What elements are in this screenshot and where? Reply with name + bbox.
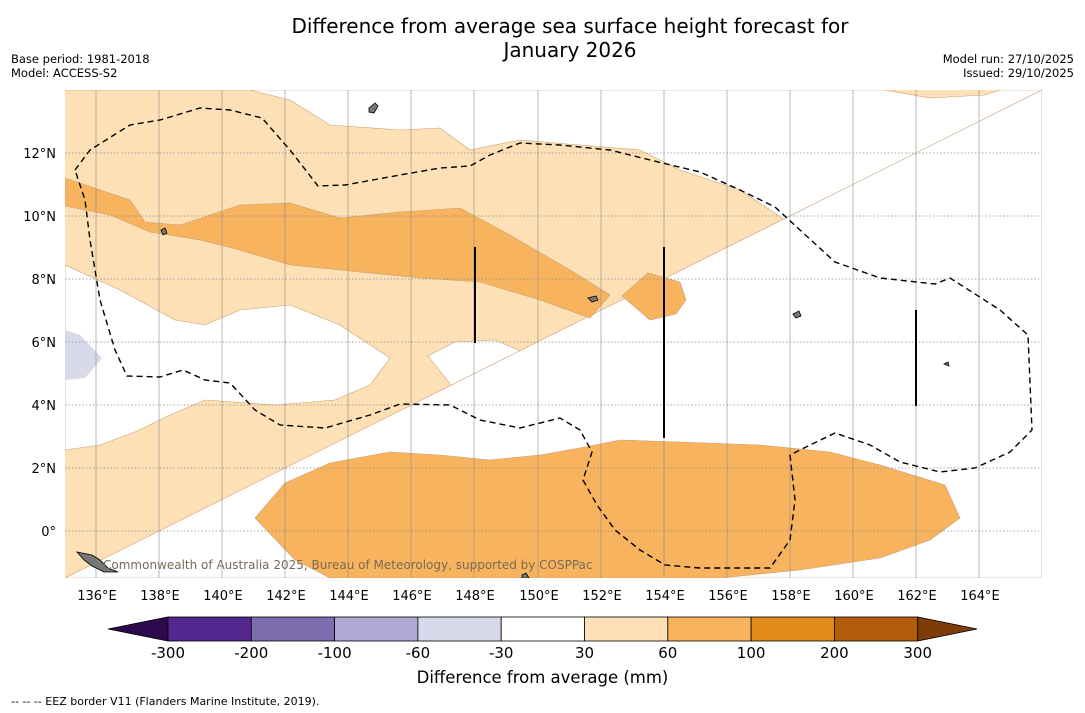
colorbar-over-arrow — [917, 616, 978, 642]
chart-title: Difference from average sea surface heig… — [230, 14, 910, 62]
latitude-labels: 12°N 10°N 8°N 6°N 4°N 2°N 0° — [23, 147, 56, 540]
colorbar — [107, 616, 978, 642]
colorbar-tick-label: -300 — [150, 644, 186, 662]
island-manus — [521, 572, 530, 578]
anomaly-negative-patch — [65, 330, 102, 380]
colorbar-tick-label: -100 — [317, 644, 352, 662]
colorbar-title: Difference from average (mm) — [416, 668, 669, 687]
lon-label: 152°E — [582, 589, 622, 604]
lon-label: 160°E — [834, 589, 874, 604]
islands — [75, 102, 950, 578]
map-area — [65, 90, 1042, 578]
run-info: Model run: 27/10/2025 Issued: 29/10/2025 — [943, 52, 1074, 80]
anomaly-60-100-north-band — [65, 177, 611, 319]
lon-label: 136°E — [77, 589, 117, 604]
model-info: Base period: 1981-2018 Model: ACCESS-S2 — [11, 52, 150, 80]
title-line-1: Difference from average sea surface heig… — [291, 14, 849, 38]
colorbar-tick-label: 200 — [820, 644, 849, 662]
attribution: Commonwealth of Australia 2025, Bureau o… — [103, 558, 593, 572]
lat-label: 6°N — [32, 336, 57, 351]
model-name: Model: ACCESS-S2 — [11, 66, 118, 80]
lon-label: 148°E — [455, 589, 495, 604]
anomaly-60-100-east-patch — [621, 272, 687, 321]
island-chuuk — [587, 295, 599, 303]
lat-label: 4°N — [32, 399, 57, 414]
lat-label: 2°N — [32, 462, 57, 477]
eez-border — [74, 107, 1033, 569]
colorbar-tick-label: -30 — [488, 644, 514, 662]
lon-label: 158°E — [771, 589, 811, 604]
lon-label: 156°E — [708, 589, 748, 604]
lon-label: 142°E — [266, 589, 306, 604]
lon-label: 144°E — [329, 589, 369, 604]
colorbar-segment — [750, 616, 835, 642]
anomaly-60-100-south-band — [254, 439, 961, 578]
lon-label: 140°E — [203, 589, 243, 604]
lat-label: 10°N — [23, 210, 56, 225]
island-kosrae — [943, 361, 950, 367]
island-new-guinea — [75, 551, 119, 573]
eez-legend-note: -- -- -- EEZ border V11 (Flanders Marine… — [11, 695, 320, 708]
colorbar-segment — [167, 616, 252, 642]
lat-label: 0° — [41, 525, 56, 540]
graticule — [65, 90, 1042, 578]
lon-label: 154°E — [645, 589, 685, 604]
island-guam — [368, 102, 379, 114]
island-yap — [160, 227, 168, 236]
lon-label: 146°E — [392, 589, 432, 604]
lon-label: 164°E — [960, 589, 1000, 604]
longitude-labels: 136°E 138°E 140°E 142°E 144°E 146°E 148°E 150°E… — [77, 589, 1000, 604]
colorbar-segment — [250, 616, 336, 642]
colorbar-tick-label: 100 — [736, 644, 766, 662]
lat-label: 8°N — [32, 273, 57, 288]
base-period: Base period: 1981-2018 — [11, 52, 150, 66]
colorbar-segment — [834, 616, 919, 642]
colorbar-segment — [667, 616, 752, 642]
colorbar-segment — [334, 616, 419, 642]
model-run-date: Model run: 27/10/2025 — [942, 52, 1074, 66]
lon-label: 150°E — [519, 589, 559, 604]
colorbar-tick-label: 30 — [574, 644, 595, 662]
lon-label: 138°E — [140, 589, 180, 604]
colorbar-tick-label: 300 — [903, 644, 933, 662]
lat-label: 12°N — [23, 147, 56, 162]
colorbar-under-arrow — [107, 616, 169, 642]
anomaly-neutral-west — [65, 264, 391, 451]
colorbar-segment — [500, 616, 585, 642]
island-pohnpei — [792, 310, 802, 319]
title-line-2: January 2026 — [503, 38, 637, 62]
colorbar-tick-label: 60 — [658, 644, 678, 662]
colorbar-segment — [417, 616, 502, 642]
issued-date: Issued: 29/10/2025 — [963, 66, 1074, 80]
colorbar-tick-label: -60 — [405, 644, 431, 662]
colorbar-segment — [584, 616, 669, 642]
lon-label: 162°E — [897, 589, 937, 604]
colorbar-tick-label: -200 — [234, 644, 269, 662]
